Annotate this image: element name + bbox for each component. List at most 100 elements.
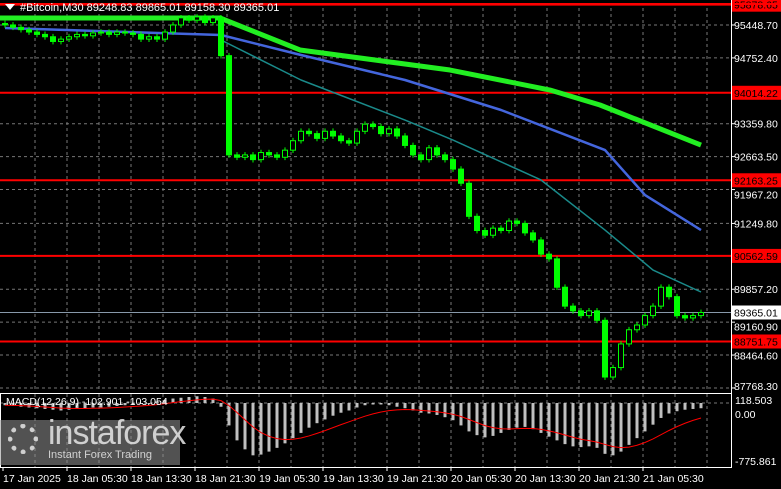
macd-bar [459,403,463,426]
macd-bar [587,403,591,447]
x-tick-label: 20 Jan 05:30 [451,473,512,485]
candle-body [650,305,656,317]
x-tick-label: 17 Jan 2025 [3,473,61,485]
macd-bar [155,401,159,403]
level-price-tag [732,248,781,263]
macd-bar [699,403,703,409]
y-tick-label: 92663.50 [734,152,778,164]
candle-body [474,215,480,232]
candle-body [490,227,496,236]
candle-body [658,286,664,307]
candle-body [74,33,80,38]
x-tick-label: 20 Jan 21:30 [579,473,640,485]
candle-body [98,31,104,34]
candle-body [418,154,424,161]
macd-bar [435,403,439,415]
y-tick-label: 91249.80 [734,218,778,230]
y-tick-label: 89857.20 [734,284,778,296]
moving-average-line [0,15,702,148]
macd-bar [619,403,623,452]
macd-bar [227,403,231,426]
candle-body [370,123,376,128]
moving-average-line [4,26,702,232]
y-tick-label: 93359.80 [734,119,778,131]
candle-body [194,16,200,21]
candle-body [218,17,224,57]
macd-bar [683,403,687,410]
macd-bar [147,403,151,404]
x-tick-label: 21 Jan 05:30 [643,473,704,485]
candle-body [482,230,488,236]
grid [0,8,731,467]
macd-bar [427,403,431,414]
candle-body [138,33,144,40]
level-price-tag [732,0,781,12]
candle-body [610,367,616,378]
macd-axis-label: 0.00 [735,409,756,421]
candle-body [26,29,32,33]
macd-bar [267,403,271,452]
y-tick-label: 91967.20 [734,189,778,201]
candle-body [362,123,368,132]
candle-body [690,315,696,319]
macd-bar [123,403,127,406]
candle-body [698,312,704,317]
candles [2,14,704,380]
macd-bar [75,403,79,409]
candle-body [634,324,640,331]
macd-bar [275,403,279,448]
candle-body [642,315,648,326]
candle-body [602,319,608,378]
candle-body [666,286,672,298]
candle-body [210,17,216,24]
macd-bar [187,397,191,403]
candle-body [394,128,400,137]
macd-bar [11,403,15,406]
macd-bar [595,403,599,448]
macd-bar [211,398,215,403]
candle-body [42,33,48,38]
macd-bar [51,403,55,410]
macd-bar [467,403,471,432]
current-price-label: 89365.01 [734,308,778,320]
macd-bar [627,403,631,445]
macd-bar [235,403,239,441]
macd-bar [579,403,583,448]
candle-body [682,315,688,319]
macd-bar [371,403,375,405]
macd-bar [411,403,415,411]
candle-body [82,33,88,37]
macd-bar [691,403,695,409]
macd-bar [99,403,103,408]
moving-averages [0,15,702,293]
level-price-label: 90562.59 [734,251,778,263]
chart-menu-icon[interactable] [5,4,15,10]
macd-bar [163,400,167,403]
candle-body [498,227,504,232]
macd-bar [115,403,119,406]
candle-body [354,130,360,144]
level-price-tag [732,173,781,188]
macd-bar [563,403,567,445]
macd-bar [331,403,335,416]
macd-bar [603,403,607,454]
candle-body [338,135,344,142]
macd-bar [219,403,223,407]
macd-bar [291,403,295,439]
macd-bar [315,403,319,424]
macd-bar [35,403,39,409]
macd-bar [43,403,47,409]
macd-bar [379,403,383,405]
macd-axis-label: 118.503 [735,395,772,407]
candle-body [114,31,120,35]
candle-body [434,147,440,156]
level-price-tag [732,85,781,100]
candle-body [234,154,240,158]
candle-body [170,24,176,33]
macd-bar [67,403,71,410]
x-tick-label: 18 Jan 21:30 [195,473,256,485]
macd-bar [531,403,535,430]
candle-body [626,329,632,345]
candle-body [106,31,112,35]
candle-body [186,17,192,21]
